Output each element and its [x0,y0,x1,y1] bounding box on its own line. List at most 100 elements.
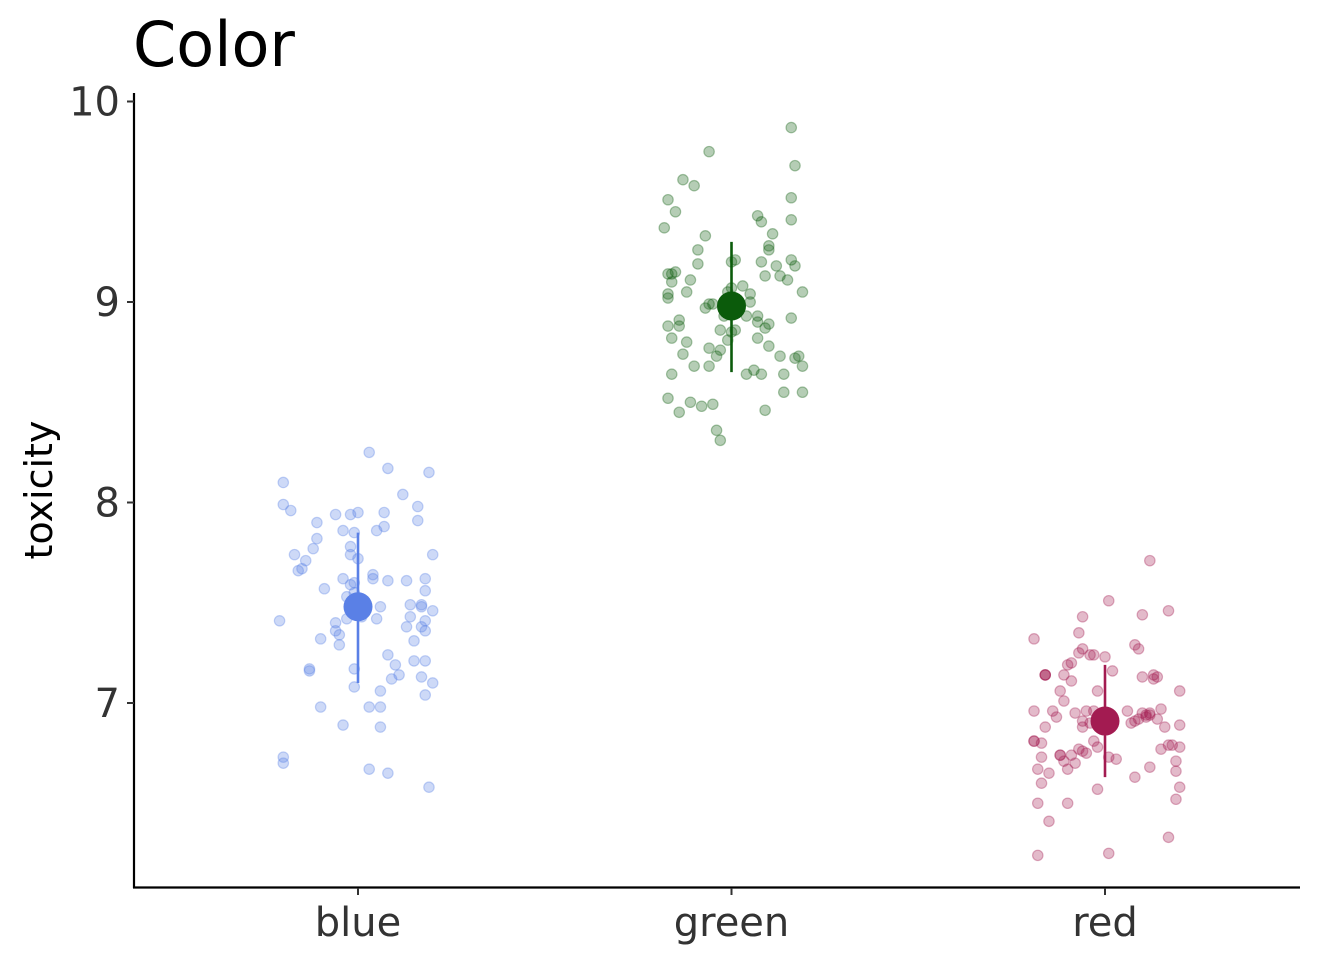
red-data-point [1039,669,1052,681]
blue-data-point [411,500,424,513]
red-data-point [1058,695,1070,707]
blue-data-point [415,671,428,683]
red-data-point [1073,647,1085,659]
blue-data-point [419,572,432,585]
blue-data-point [348,681,361,693]
red-data-point [1076,715,1089,727]
red-data-point [1035,751,1048,763]
blue-data-point [311,516,323,529]
green-data-point [669,266,682,278]
red-data-point [1125,717,1137,729]
red-data-point [1091,685,1104,697]
red-data-point [1039,669,1052,681]
chart-title: Color [133,8,295,81]
green-data-point [677,348,689,360]
green-data-point [777,386,790,399]
red-data-point [1054,749,1066,761]
blue-mean-point [343,592,373,622]
red-data-point [1087,649,1100,661]
blue-data-point [337,719,349,731]
red-data-point [1061,659,1074,671]
red-data-point [1151,713,1164,725]
green-data-point [699,302,712,314]
red-data-point [1158,721,1171,733]
blue-data-point [382,767,394,779]
blue-data-point [299,554,312,567]
green-data-point [763,240,775,252]
green-data-point [759,322,771,334]
blue-data-point [352,506,364,519]
green-data-point [714,324,727,336]
blue-data-point [344,540,357,553]
green-data-point [688,360,700,372]
red-data-point [1102,847,1115,860]
blue-data-point [411,514,424,527]
blue-data-point [419,625,432,637]
red-data-point [1065,749,1078,761]
green-data-point [751,332,764,344]
blue-data-point [333,629,346,641]
red-data-point [1173,781,1186,794]
red-data-point [1144,761,1156,773]
blue-data-point [408,655,420,667]
red-data-point [1121,705,1134,717]
blue-data-point [378,520,390,533]
red-data-point [1136,671,1149,683]
green-data-point [688,179,700,192]
blue-data-point [344,548,357,561]
red-data-point [1170,755,1182,767]
blue-data-point [400,621,413,633]
blue-data-point [363,446,376,459]
green-data-point [710,350,723,362]
y-axis-label: toxicity [17,421,61,560]
blue-data-point [311,532,323,545]
blue-data-point [374,721,387,733]
green-data-point [759,270,771,282]
blue-data-point [389,659,402,671]
red-data-point [1136,707,1149,719]
blue-data-point [370,612,383,625]
blue-data-point [284,504,297,517]
blue-data-point [382,574,394,587]
green-data-point [673,406,686,419]
blue-data-point [382,649,394,661]
blue-data-point [426,677,439,689]
blue-data-point [329,625,342,637]
red-data-point [1031,763,1044,775]
blue-data-point [277,498,290,511]
red-data-point [1147,673,1160,685]
green-data-point [763,340,775,352]
green-data-point [684,396,697,409]
green-data-point [796,286,809,298]
mean-and-range-markers [343,241,1120,778]
green-data-point [755,368,768,380]
green-data-point [774,270,786,282]
green-data-point [751,310,764,322]
red-data-point [1170,793,1182,806]
blue-data-point [393,669,405,681]
green-data-point [707,298,719,310]
blue-data-point [288,548,301,561]
red-data-point [1028,705,1040,717]
red-data-point [1065,675,1078,687]
green-data-point [665,268,678,280]
blue-data-point [363,701,376,713]
green-data-point [792,350,805,362]
blue-data-point [367,568,379,581]
red-data-point [1147,669,1160,681]
red-data-point [1039,721,1052,733]
blue-data-point [419,655,432,667]
red-data-point [1106,665,1119,677]
green-data-point [665,332,678,344]
red-data-point [1076,610,1089,623]
green-data-point [692,258,704,270]
blue-data-point [374,701,387,713]
red-data-point [1035,777,1048,789]
green-data-point [755,216,768,228]
red-data-point [1073,743,1085,755]
green-data-point [684,274,697,286]
green-data-point [662,193,674,206]
blue-data-point [329,616,342,629]
blue-data-point [344,508,357,521]
